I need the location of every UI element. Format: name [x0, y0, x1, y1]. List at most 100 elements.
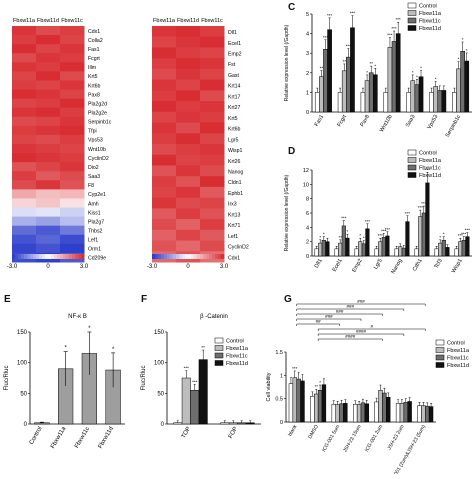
heatmap-gene-label: Emp2	[228, 52, 242, 58]
bracket-label: ###	[325, 314, 333, 319]
bar	[387, 47, 393, 113]
significance-mark: *	[64, 346, 67, 352]
bar	[381, 237, 386, 257]
x-tick-label: Serpinb1c	[445, 114, 463, 139]
heatmap-cell	[152, 122, 177, 134]
heatmap-gene-label: Krt27	[228, 105, 241, 111]
bar	[406, 92, 411, 113]
heatmap-cell	[12, 44, 37, 54]
heatmap-cell	[36, 207, 61, 218]
heatmap-gene-label: Serpinb1c	[88, 120, 112, 126]
x-tick-label: Tcf3	[433, 258, 443, 270]
y-tick-label: 12	[303, 168, 309, 174]
legend-swatch	[214, 337, 224, 344]
heatmap-cell	[176, 58, 201, 70]
heatmap-cell	[60, 26, 85, 36]
bar	[373, 74, 378, 113]
x-tick-label: FOP	[228, 426, 239, 440]
x-tick-label: ICG-001 (2um)&JSH-23 (5um)	[388, 424, 427, 474]
heatmap-gene-label: Ephb1	[228, 191, 243, 197]
bar	[198, 359, 208, 425]
y-tick-label: 5	[306, 12, 309, 18]
y-axis-label: Relative expression level (/Gapdh)	[284, 174, 290, 251]
bar	[438, 242, 443, 257]
chart-title: β -Catenin	[200, 314, 228, 320]
x-tick-label: Ecel1	[332, 258, 344, 273]
heatmap-gene-label: Wnt10b	[88, 147, 106, 153]
heatmap-cell	[12, 180, 37, 190]
legend-label: Fbxw11c	[419, 166, 441, 172]
bar	[358, 241, 363, 257]
heatmap-cell	[36, 98, 61, 109]
chart-title: NF-κ B	[68, 314, 87, 320]
significance-mark: ***	[350, 11, 356, 16]
heatmap-cell	[176, 154, 201, 166]
legend-label: Control	[447, 341, 465, 347]
scale-bar-segment	[27, 254, 31, 259]
significance-mark: **	[314, 384, 318, 389]
heatmap-cell	[12, 53, 37, 63]
heatmap-cell	[152, 240, 177, 252]
heatmap-gene-label: Krt71	[228, 223, 241, 229]
heatmap-cell	[200, 186, 225, 199]
heatmap-cell	[200, 101, 225, 113]
panel-label-f: F	[141, 294, 148, 305]
heatmap-cell	[176, 47, 201, 59]
x-tick-label: Cdh1	[412, 258, 424, 272]
scale-bar-segment	[176, 254, 180, 259]
heatmap-cell	[60, 189, 85, 199]
heatmap-cell	[60, 98, 85, 109]
bar	[418, 216, 423, 257]
x-tick-label: Fbxw11a	[50, 425, 67, 449]
y-axis-label: Fluc/Rluc	[141, 365, 147, 390]
significance-mark: *	[439, 235, 441, 240]
heatmap-cell	[36, 80, 61, 91]
x-tick-label: ICG-001 5um	[321, 424, 341, 453]
heatmap-cell	[152, 36, 177, 48]
significance-mark: ***	[465, 228, 471, 233]
heatmap-gene-label: Gast	[228, 73, 240, 79]
scale-bar-segment	[179, 254, 183, 259]
legend-swatch	[407, 10, 417, 16]
heatmap-gene-label: Krt6b	[228, 127, 241, 133]
scale-bar-segment	[18, 254, 22, 259]
significance-mark: ***	[418, 205, 424, 210]
legend-swatch	[435, 362, 445, 368]
significance-mark: **	[369, 61, 373, 66]
heatmap-gene-label: Kiss1	[88, 210, 101, 216]
significance-mark: *	[462, 37, 464, 42]
significance-mark: **	[320, 66, 324, 71]
heatmap-cell	[12, 216, 37, 227]
heatmap-left-svg: Fbxw11a Fbxw11d Fbxw11c Cdx1 Colla2 Fas1 Fcgrt…	[7, 18, 112, 270]
scale-bar-segment	[155, 254, 159, 259]
heatmap-cell	[200, 240, 225, 252]
significance-mark: *	[412, 70, 414, 75]
scale-bar-segment	[206, 254, 210, 259]
bar	[314, 393, 319, 423]
heatmap-cell	[12, 116, 37, 127]
scale-bar-segment	[221, 254, 225, 259]
bar	[361, 243, 366, 257]
bar	[337, 92, 343, 113]
x-tick-label: Fbxw11d	[98, 426, 115, 450]
bar	[454, 248, 459, 257]
legend-swatch	[214, 360, 224, 366]
bar	[445, 247, 450, 257]
heatmap-cell	[200, 154, 225, 166]
bar	[461, 239, 466, 257]
bar	[364, 80, 370, 113]
bar	[354, 248, 359, 257]
heatmap-cell	[12, 125, 37, 136]
panel-label-e: E	[4, 294, 11, 305]
heatmap-gene-label: Pla2g2d	[88, 101, 107, 107]
legend-label: Fbxw11d	[419, 173, 441, 179]
scale-bar-segment	[54, 254, 58, 259]
heatmap-cell	[12, 207, 37, 218]
significance-mark: ***	[405, 211, 411, 216]
bracket-label: ###	[336, 309, 344, 314]
bar	[317, 390, 323, 423]
heatmap-cell	[152, 90, 177, 102]
heatmap-cell	[200, 68, 225, 81]
heatmap-gene-label: Cyp2e1	[88, 192, 106, 198]
bar	[464, 60, 470, 113]
